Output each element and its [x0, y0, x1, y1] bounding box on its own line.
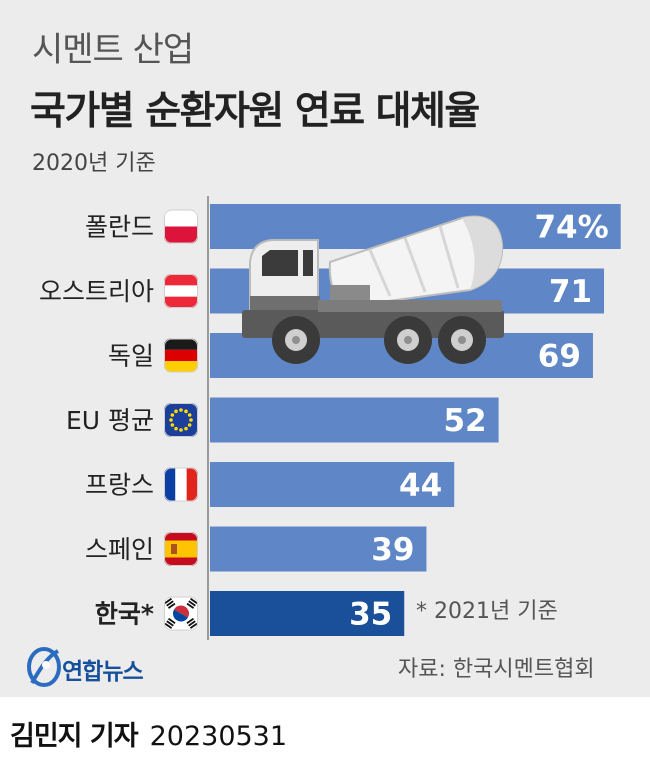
value-label: 74%	[534, 210, 608, 246]
spain-flag-icon	[164, 532, 198, 566]
value-label: 71	[549, 274, 592, 310]
bar-5	[210, 462, 455, 507]
cement-truck-illustration	[242, 215, 504, 364]
category-label: 한국*	[95, 600, 154, 629]
poland-flag-icon	[164, 209, 198, 244]
value-label: 52	[443, 403, 486, 439]
korea-flag-icon	[164, 596, 198, 631]
bar-7	[210, 591, 405, 636]
category-label: 폴란드	[85, 213, 154, 242]
category-label: 스페인	[85, 535, 154, 564]
bar-4	[210, 397, 499, 443]
publish-date: 20230531	[149, 721, 288, 752]
byline: 김민지 기자 20230531	[10, 714, 287, 753]
bar-chart: 74% 폴란드 71 오스트리아 69 독일 52 EU 평균 44 프랑스 39 스페인 35 한국*	[39, 196, 621, 640]
value-label: 44	[399, 468, 442, 504]
category-label: 오스트리아	[39, 277, 154, 306]
value-label: 35	[349, 597, 392, 633]
yonhap-logo-icon	[27, 647, 61, 687]
austria-flag-icon	[164, 274, 198, 308]
source-credit: 자료: 한국시멘트협회	[398, 657, 595, 682]
chart-title: 국가별 순환자원 연료 대체율	[30, 89, 480, 134]
logo-text: 연합뉴스	[62, 659, 144, 685]
subtitle: 시멘트 산업	[32, 30, 194, 70]
eu-flag-icon	[164, 403, 198, 437]
france-flag-icon	[164, 467, 198, 502]
footnote: * 2021년 기준	[416, 599, 558, 624]
bar-6	[210, 526, 427, 572]
value-label: 69	[538, 339, 581, 375]
reporter-name: 김민지 기자	[10, 721, 139, 752]
germany-flag-icon	[164, 338, 198, 373]
value-label: 39	[371, 532, 414, 568]
category-label: EU 평균	[66, 406, 154, 435]
category-label: 프랑스	[85, 471, 154, 500]
category-label: 독일	[108, 342, 154, 371]
basis-year: 2020년 기준	[32, 151, 156, 176]
